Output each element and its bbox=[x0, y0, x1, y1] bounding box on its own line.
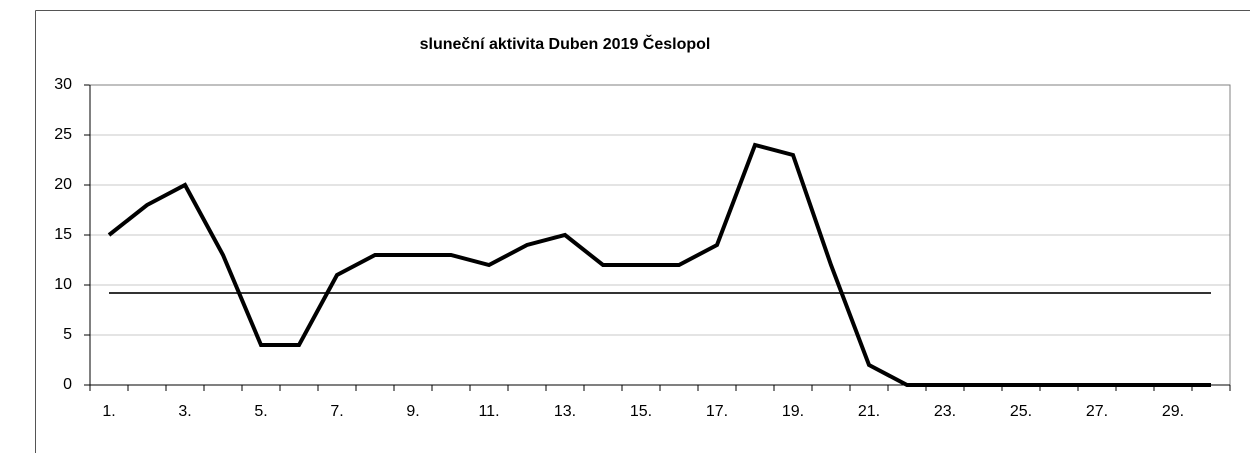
x-tick-label: 21. bbox=[858, 403, 880, 420]
chart-title: sluneční aktivita Duben 2019 Česlopol bbox=[420, 34, 711, 53]
y-tick-label: 20 bbox=[54, 176, 72, 193]
x-tick-label: 27. bbox=[1086, 403, 1108, 420]
x-tick-label: 1. bbox=[102, 403, 115, 420]
y-tick-label: 30 bbox=[54, 76, 72, 93]
y-tick-label: 25 bbox=[54, 126, 72, 143]
x-tick-label: 15. bbox=[630, 403, 652, 420]
x-tick-label: 23. bbox=[934, 403, 956, 420]
y-tick-label: 5 bbox=[63, 326, 72, 343]
x-tick-label: 19. bbox=[782, 403, 804, 420]
x-tick-label: 7. bbox=[330, 403, 343, 420]
x-tick-label: 29. bbox=[1162, 403, 1184, 420]
y-tick-label: 15 bbox=[54, 226, 72, 243]
x-tick-label: 17. bbox=[706, 403, 728, 420]
x-tick-label: 3. bbox=[178, 403, 191, 420]
x-tick-label: 11. bbox=[478, 403, 499, 420]
x-tick-label: 13. bbox=[554, 403, 576, 420]
y-tick-label: 0 bbox=[63, 376, 72, 393]
x-tick-label: 9. bbox=[406, 403, 419, 420]
y-tick-label: 10 bbox=[54, 276, 72, 293]
x-tick-label: 5. bbox=[254, 403, 267, 420]
x-tick-label: 25. bbox=[1010, 403, 1032, 420]
line-series bbox=[107, 142, 1211, 387]
